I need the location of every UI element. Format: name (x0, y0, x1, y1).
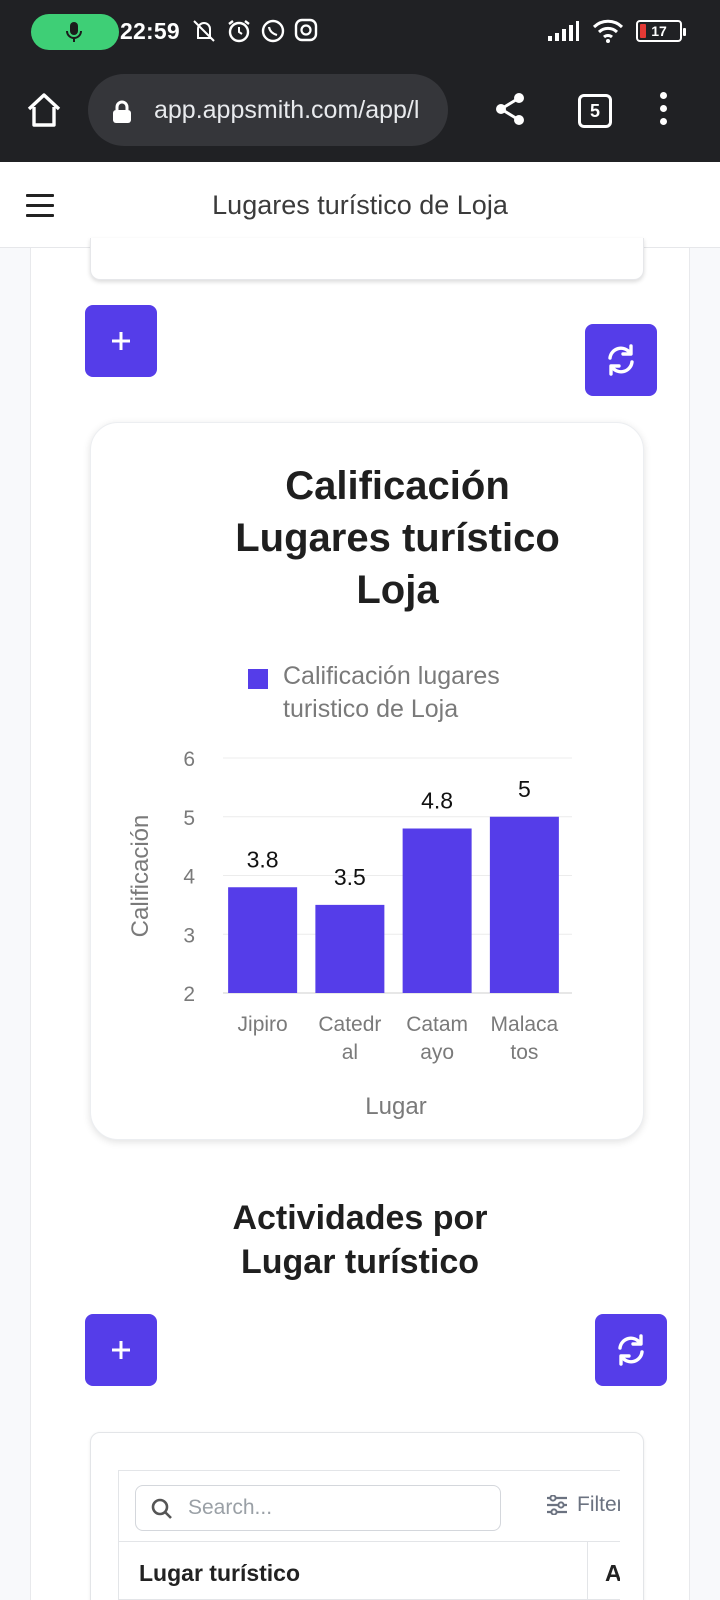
section-title: Actividades por Lugar turístico (232, 1199, 488, 1281)
mic-icon (66, 22, 82, 42)
mute-vibrate-icon (193, 20, 215, 42)
x-tick-label: Catedr (318, 1013, 381, 1036)
signal-icon (548, 21, 579, 41)
y-tick-label: 3 (183, 924, 195, 947)
chart-title: Calificación Lugares turístico Loja (235, 464, 560, 612)
y-tick-label: 6 (183, 748, 195, 771)
tab-switcher-button[interactable]: 5 (578, 94, 612, 128)
bar (402, 828, 472, 993)
bar (489, 816, 559, 993)
bar-value-label: 4.8 (421, 788, 453, 814)
whatsapp-icon (261, 19, 285, 43)
home-icon[interactable] (24, 90, 64, 130)
refresh-button[interactable] (585, 324, 657, 396)
x-tick-label: Jipiro (238, 1013, 288, 1036)
add-activity-button[interactable] (85, 1314, 157, 1386)
chart-card (90, 422, 644, 1140)
table-search[interactable] (135, 1485, 501, 1531)
status-bar: 22:59 17 (0, 0, 720, 66)
mic-indicator (31, 14, 119, 50)
browser-menu-icon[interactable] (660, 92, 670, 131)
battery-level: 17 (651, 23, 667, 39)
activities-table: Filters Lugar turístico Actividad (118, 1470, 620, 1600)
app-header: Lugares turístico de Loja (0, 162, 720, 248)
lock-icon (113, 100, 131, 123)
y-axis-label: Calificación (127, 815, 154, 938)
browser-toolbar: app.appsmith.com/app/l 5 (0, 66, 720, 162)
battery-icon: 17 (636, 20, 686, 42)
y-tick-label: 5 (183, 807, 195, 830)
alarm-icon (228, 20, 250, 43)
filter-icon (547, 1495, 567, 1515)
bar-value-label: 5 (518, 776, 531, 802)
y-tick-label: 4 (183, 866, 195, 889)
x-tick-label: ayo (420, 1041, 454, 1064)
search-input[interactable] (188, 1496, 488, 1520)
add-button[interactable] (85, 305, 157, 377)
legend-swatch (248, 669, 268, 689)
bar-chart: 2 3 4 5 6 Calificación 3.8 Jipiro 3.5 Catedr al 4.8… (127, 748, 572, 1120)
filters-button[interactable]: Filters (545, 1493, 620, 1517)
legend-label: Calificación lugares turistico de Loja (283, 662, 500, 723)
share-icon[interactable] (494, 92, 526, 126)
wifi-icon (592, 19, 624, 43)
app-title: Lugares turístico de Loja (212, 190, 508, 220)
plus-icon (112, 332, 130, 350)
x-axis-label: Lugar (365, 1093, 426, 1120)
x-tick-label: al (342, 1041, 358, 1064)
refresh-icon (608, 344, 634, 376)
status-time: 22:59 (120, 18, 180, 44)
x-tick-label: Malaca (491, 1013, 559, 1036)
bar (228, 887, 298, 993)
plus-icon (112, 1341, 130, 1359)
refresh-icon (618, 1334, 644, 1366)
bar-value-label: 3.5 (334, 864, 366, 890)
table-header-row: Lugar turístico Actividad (119, 1541, 620, 1599)
y-tick-label: 2 (183, 983, 195, 1006)
column-header-actividad[interactable]: Actividad (605, 1560, 620, 1586)
instagram-icon (294, 18, 318, 42)
previous-card (90, 238, 644, 280)
refresh-activity-button[interactable] (595, 1314, 667, 1386)
filters-label: Filters (577, 1493, 620, 1516)
x-tick-label: tos (510, 1041, 538, 1064)
bar-value-label: 3.8 (247, 846, 279, 872)
search-icon (151, 1498, 172, 1519)
column-header-lugar[interactable]: Lugar turístico (139, 1560, 301, 1586)
url-text: app.appsmith.com/app/l (154, 96, 420, 124)
address-bar[interactable]: app.appsmith.com/app/l (88, 74, 448, 146)
bar (315, 904, 385, 993)
x-tick-label: Catam (406, 1013, 468, 1036)
hamburger-menu-icon[interactable] (26, 194, 54, 224)
